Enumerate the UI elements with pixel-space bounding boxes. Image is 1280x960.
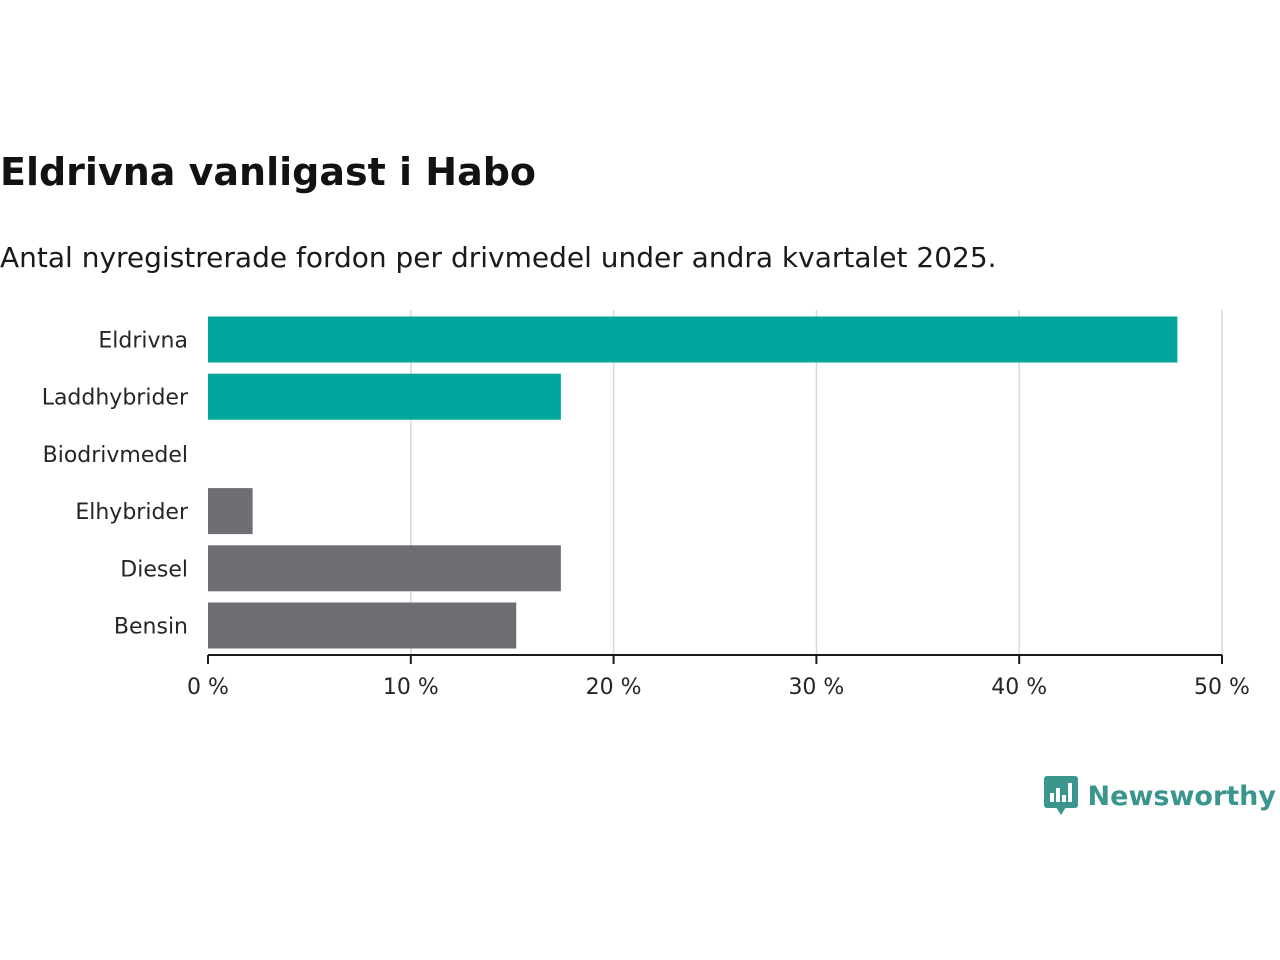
x-tick-label-20: 20 % [586,675,642,700]
chart-subtitle: Antal nyregistrerade fordon per drivmede… [0,241,997,274]
chart-title: Eldrivna vanligast i Habo [0,150,537,194]
newsworthy-logo-icon [1043,776,1078,815]
bar-eldrivna [208,316,1178,363]
newsworthy-logo[interactable]: Newsworthy [1043,776,1276,816]
category-labels: Eldrivna Laddhybrider Biodrivmedel Elhybrid… [42,329,189,640]
category-label-biodrivmedel: Biodrivmedel [43,443,188,468]
category-label-eldrivna: Eldrivna [98,329,188,354]
category-label-diesel: Diesel [120,557,188,582]
bar-laddhybrider [208,373,561,420]
x-tick-label-0: 0 % [187,675,229,700]
x-tick-label-50: 50 % [1194,675,1250,700]
category-label-laddhybrider: Laddhybrider [42,386,189,411]
x-tick-label-30: 30 % [788,675,844,700]
bar-bensin [208,602,517,649]
category-label-elhybrider: Elhybrider [75,500,189,525]
bars [208,316,1178,649]
category-label-bensin: Bensin [114,615,188,640]
grid-lines [410,310,1223,655]
x-axis: 0 % 10 % 20 % 30 % 40 % 50 % [187,654,1250,700]
newsworthy-logo-text: Newsworthy [1087,780,1276,812]
x-tick-label-40: 40 % [991,675,1047,700]
x-tick-label-10: 10 % [383,675,439,700]
bar-diesel [208,545,561,592]
bar-elhybrider [208,488,253,535]
